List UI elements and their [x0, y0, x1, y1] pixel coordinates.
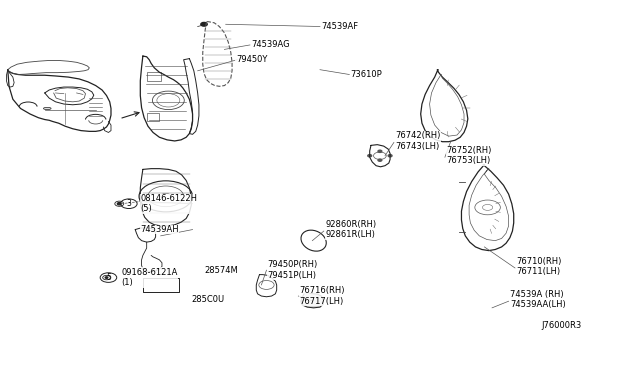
Text: 74539A (RH)
74539AA(LH): 74539A (RH) 74539AA(LH) [510, 290, 566, 310]
Circle shape [388, 155, 392, 157]
Text: 74539AF: 74539AF [321, 22, 358, 31]
Text: 76752(RH)
76753(LH): 76752(RH) 76753(LH) [446, 146, 492, 166]
Text: 92860R(RH)
92861R(LH): 92860R(RH) 92861R(LH) [325, 220, 376, 239]
Circle shape [368, 155, 372, 157]
Text: 74539AH: 74539AH [140, 225, 179, 234]
Text: 79450P(RH)
79451P(LH): 79450P(RH) 79451P(LH) [268, 260, 318, 280]
Ellipse shape [44, 108, 51, 110]
Text: 76710(RH)
76711(LH): 76710(RH) 76711(LH) [516, 257, 562, 276]
Text: 5: 5 [106, 273, 111, 282]
Text: 08146-6122H
(5): 08146-6122H (5) [140, 194, 197, 214]
Text: 79450Y: 79450Y [236, 55, 268, 64]
Polygon shape [301, 294, 323, 308]
Text: 73610P: 73610P [351, 70, 382, 79]
Bar [147, 113, 159, 121]
Circle shape [378, 159, 382, 161]
Circle shape [117, 203, 121, 205]
Text: 09168-6121A
(1): 09168-6121A (1) [121, 268, 177, 287]
Text: J76000R3: J76000R3 [541, 321, 582, 330]
Text: 3: 3 [126, 199, 131, 208]
Text: 76716(RH)
76717(LH): 76716(RH) 76717(LH) [300, 286, 345, 306]
Circle shape [105, 277, 108, 278]
Circle shape [378, 150, 382, 153]
Text: 28574M: 28574M [204, 266, 238, 275]
Text: 285C0U: 285C0U [191, 295, 225, 304]
Bar [147, 71, 161, 81]
Text: 76742(RH)
76743(LH): 76742(RH) 76743(LH) [395, 131, 440, 151]
Circle shape [201, 22, 207, 26]
Text: 74539AG: 74539AG [251, 41, 290, 49]
